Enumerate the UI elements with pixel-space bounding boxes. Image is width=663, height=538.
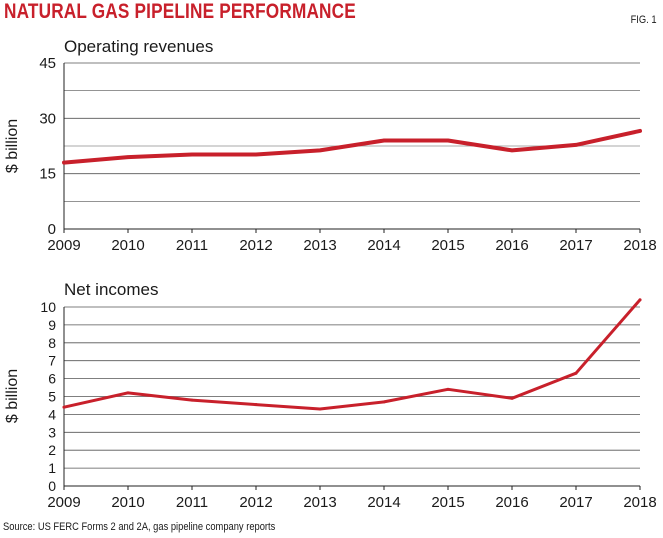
chart2-title: Net incomes: [64, 280, 158, 299]
chart2-data-point: [254, 403, 258, 407]
chart2-x-tick-label: 2011: [176, 494, 208, 511]
chart2-x-tick-label: 2012: [239, 494, 272, 511]
chart1-x-tick-label: 2017: [559, 237, 592, 254]
chart1-data-point: [254, 152, 258, 156]
chart1-y-tick-label: 30: [39, 110, 56, 127]
chart1-data-point: [574, 143, 578, 147]
figure-label: FIG. 1: [631, 14, 657, 26]
chart1-x-tick-label: 2018: [623, 237, 656, 254]
chart1-x-tick-label: 2013: [303, 237, 336, 254]
chart2-data-point: [126, 391, 130, 395]
chart1-data-point: [446, 138, 450, 142]
chart2-y-tick-label: 4: [48, 406, 56, 422]
chart1-data-point: [126, 155, 130, 159]
chart1-x-tick-label: 2012: [239, 237, 272, 254]
chart2-x-tick-label: 2010: [111, 494, 144, 511]
chart1-y-tick-label: 0: [48, 221, 56, 238]
chart2-y-axis-label: $ billion: [4, 369, 21, 423]
chart2-series-line: [62, 298, 642, 411]
chart1-x-tick-label: 2009: [47, 237, 80, 254]
chart2-y-tick-label: 6: [48, 371, 56, 387]
chart2-y-tick-label: 7: [48, 353, 56, 369]
chart1-data-point: [318, 148, 322, 152]
chart1-y-tick-label: 45: [39, 55, 56, 72]
chart2-x-tick-label: 2009: [47, 494, 80, 511]
chart1-y-tick-label: 15: [39, 166, 56, 183]
chart1-x-tick-label: 2016: [495, 237, 528, 254]
chart2-y-tick-label: 9: [48, 317, 56, 333]
chart1-x-tick-label: 2011: [176, 237, 208, 254]
chart1-y-axis-label: $ billion: [4, 119, 21, 173]
chart2-y-tick-label: 8: [48, 335, 56, 351]
chart2-y-tick-label: 3: [48, 424, 56, 440]
chart2-data-point: [510, 396, 514, 400]
chart2-data-point: [446, 387, 450, 391]
chart2-x-tick-label: 2016: [495, 494, 528, 511]
chart1-series-line: [62, 128, 642, 165]
chart2-data-point: [318, 407, 322, 411]
chart1-title: Operating revenues: [64, 37, 213, 56]
chart1-x-tick-label: 2015: [431, 237, 464, 254]
chart2-x-tick-label: 2018: [623, 494, 656, 511]
chart1-data-point: [190, 152, 194, 156]
page-title: NATURAL GAS PIPELINE PERFORMANCE: [4, 0, 356, 23]
chart2-y-tick-label: 1: [48, 460, 56, 476]
chart2-data-point: [62, 405, 66, 409]
chart2-data-point: [382, 400, 386, 404]
chart2-y-tick-label: 0: [48, 478, 56, 494]
chart2-y-tick-label: 5: [48, 389, 56, 405]
chart1-x-tick-label: 2014: [367, 237, 400, 254]
chart1-data-point: [638, 129, 642, 133]
chart2-x-tick-label: 2014: [367, 494, 400, 511]
chart1-data-point: [382, 138, 386, 142]
chart2-data-point: [190, 398, 194, 402]
chart2-x-tick-label: 2013: [303, 494, 336, 511]
chart2-y-tick-label: 10: [40, 299, 56, 315]
chart2-data-point: [574, 371, 578, 375]
chart2-data-point: [638, 298, 642, 302]
chart1-x-tick-label: 2010: [111, 237, 144, 254]
chart2-x-tick-label: 2015: [431, 494, 464, 511]
chart2-x-tick-label: 2017: [559, 494, 592, 511]
chart1-data-point: [510, 148, 514, 152]
chart2-y-tick-label: 2: [48, 442, 56, 458]
source-note: Source: US FERC Forms 2 and 2A, gas pipe…: [3, 521, 276, 533]
chart1-data-point: [62, 161, 66, 165]
